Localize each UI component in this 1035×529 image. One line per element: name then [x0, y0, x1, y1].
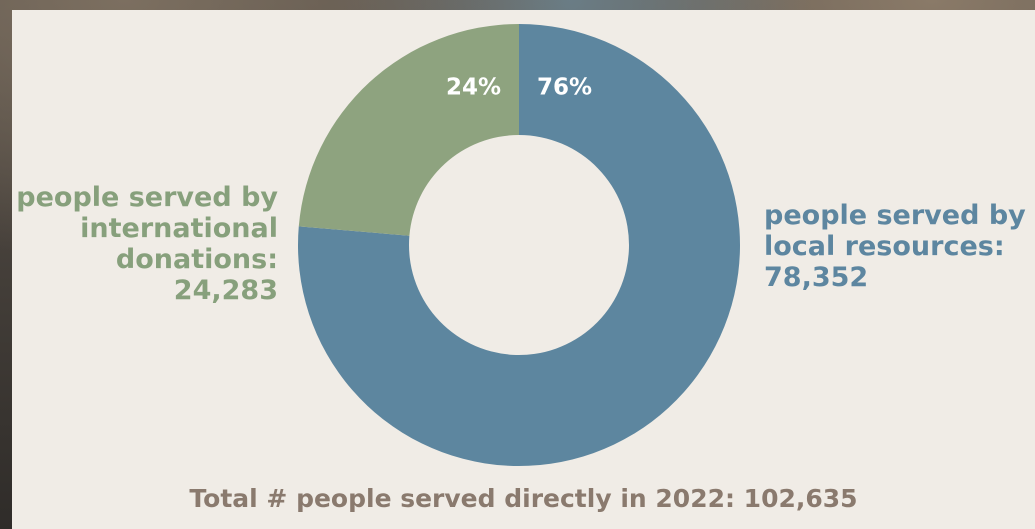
donut-slice-international [298, 24, 519, 236]
international-label: people served by international donations… [12, 182, 278, 306]
donut-slice-local [298, 24, 740, 466]
international-label-line1: people served by [16, 182, 278, 213]
donut-chart: 76% 24% [298, 24, 740, 466]
international-label-line2: international [80, 213, 278, 244]
local-count: 78,352 [764, 262, 869, 293]
local-label-line2: local resources: [764, 231, 1005, 262]
total-served: Total # people served directly in 2022: … [189, 484, 858, 513]
infographic-panel: 76% 24% people served by international do… [12, 10, 1035, 529]
percent-label-local: 76% [537, 74, 592, 100]
international-label-line3: donations: [115, 244, 278, 275]
international-count: 24,283 [173, 275, 278, 306]
local-label-line1: people served by [764, 200, 1026, 231]
local-label: people served by local resources: 78,352 [764, 200, 1034, 293]
percent-label-international: 24% [446, 74, 501, 100]
